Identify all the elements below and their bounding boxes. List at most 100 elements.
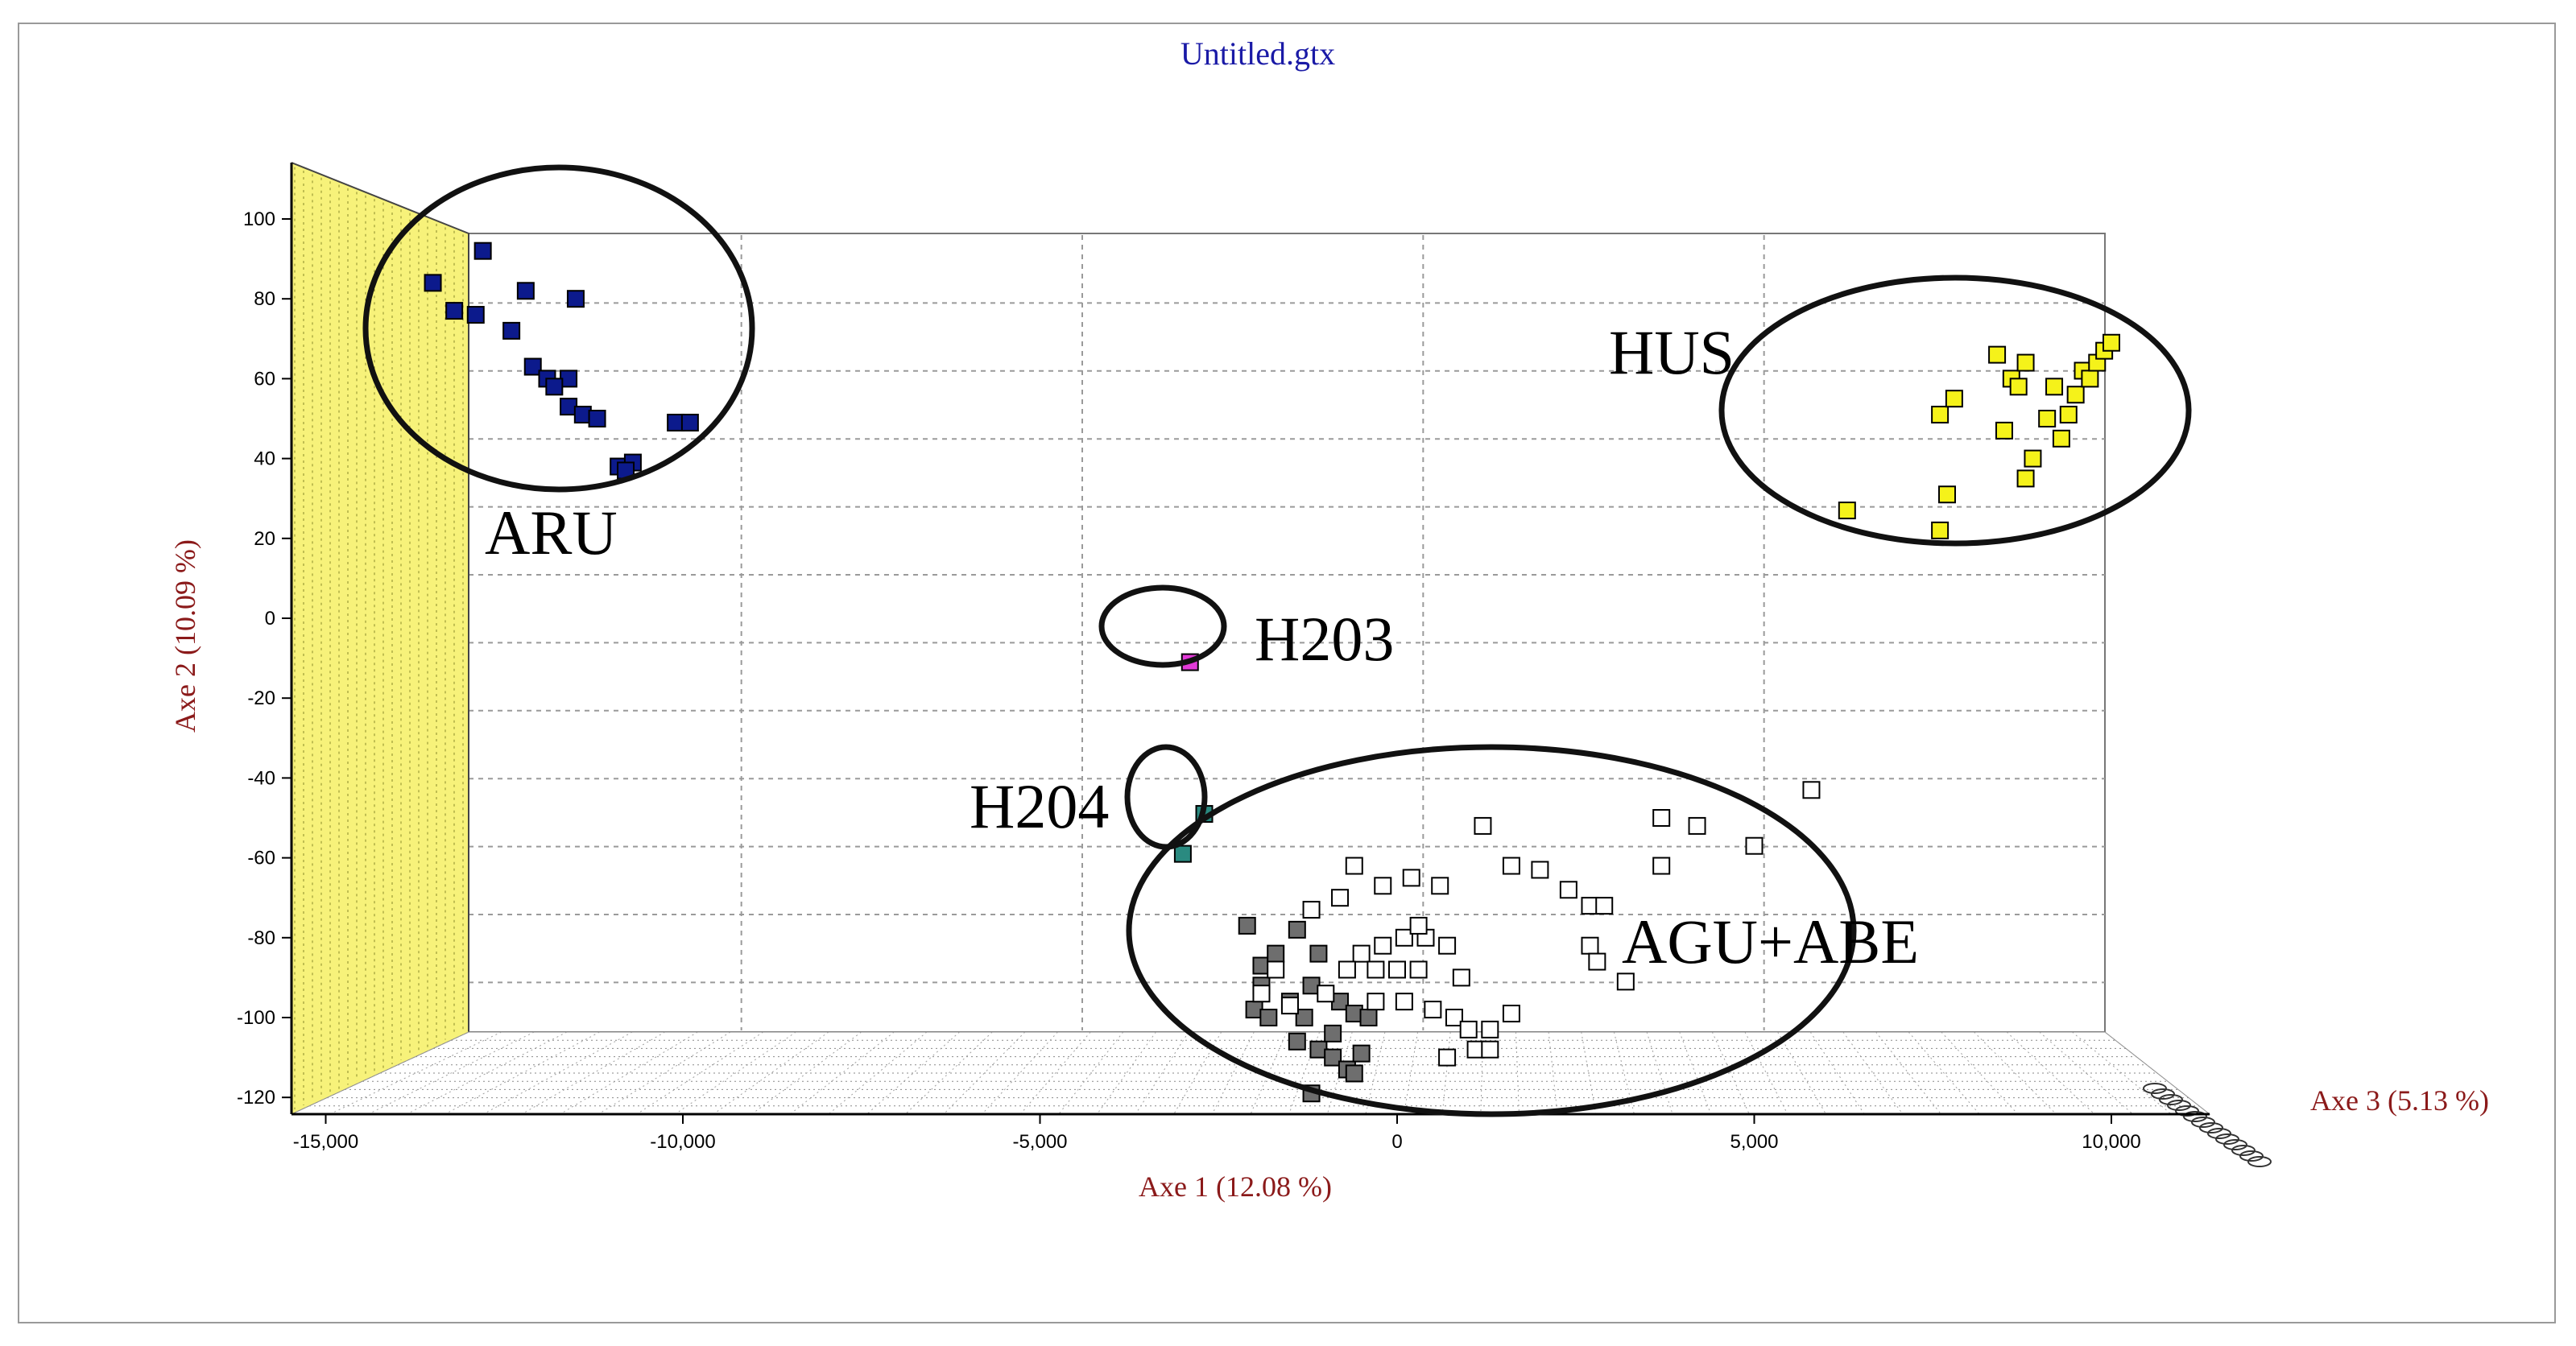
- data-point: [1345, 1064, 1363, 1083]
- data-point: [1838, 502, 1856, 520]
- y-axis-ticks: 100 80 60 40 20 0 -20 -40 -60 -80 -100 -120: [237, 209, 292, 1109]
- data-point: [588, 410, 606, 427]
- data-point: [1367, 993, 1385, 1011]
- floor-hatch-v: [1480, 1031, 1484, 1115]
- floor-hatch-v: [2039, 1031, 2134, 1115]
- data-point: [1402, 869, 1420, 887]
- data-point: [1452, 968, 1470, 987]
- data-point: [2016, 469, 2035, 488]
- data-point: [1395, 993, 1413, 1011]
- x-tick-label: -5,000: [1012, 1131, 1067, 1153]
- data-point: [1295, 1009, 1313, 1026]
- data-point: [1988, 345, 2007, 364]
- floor-hatch-v: [828, 1031, 928, 1115]
- y-tick-label: 100: [243, 209, 275, 230]
- chart-frame: Untitled.gtx 100 80 60 40 20 0 -20 -40 -60 -80 -10…: [18, 23, 2556, 1323]
- z-axis-title: Axe 3 (5.13 %): [2310, 1084, 2489, 1117]
- data-point: [1474, 816, 1492, 835]
- data-point: [680, 413, 699, 431]
- data-point: [2103, 333, 2120, 352]
- depth-tick-mark: [2175, 1105, 2199, 1117]
- floor-hatch-v: [1058, 1031, 1124, 1115]
- data-points: [424, 242, 2120, 1103]
- data-point: [1388, 960, 1406, 979]
- data-point: [1438, 936, 1457, 955]
- floor-hatch-v: [1875, 1031, 1941, 1115]
- y-tick-label: -20: [247, 687, 275, 709]
- data-point: [1173, 844, 1192, 863]
- data-point: [1352, 944, 1371, 963]
- x-tick-label: 10,000: [2082, 1131, 2140, 1153]
- depth-tick-mark: [2247, 1156, 2272, 1167]
- data-point: [1595, 897, 1614, 915]
- depth-tick-mark: [2207, 1128, 2231, 1139]
- data-point: [1309, 944, 1328, 963]
- floor-hatch-v: [1711, 1031, 1750, 1115]
- data-point: [1745, 836, 1764, 855]
- data-point: [1267, 944, 1285, 963]
- floor-hatch-v: [1744, 1031, 1788, 1115]
- data-point: [2009, 378, 2028, 396]
- left-wall: [292, 163, 469, 1114]
- floor-hatch-v: [1515, 1031, 1520, 1115]
- floor-hatch-v: [444, 1031, 600, 1115]
- data-point: [1252, 985, 1271, 1003]
- y-tick-label: -120: [237, 1087, 275, 1109]
- depth-tick-mark: [2215, 1133, 2239, 1145]
- depth-tick-mark: [2151, 1088, 2175, 1100]
- floor-hatch-v: [904, 1031, 993, 1115]
- data-point: [1367, 960, 1385, 979]
- data-point: [2038, 410, 2057, 427]
- data-point: [1945, 390, 1963, 408]
- chart-title: Untitled.gtx: [1180, 35, 1335, 72]
- data-point: [2016, 353, 2035, 372]
- data-point: [1409, 916, 1428, 935]
- group-ellipse-h204: [1124, 744, 1208, 850]
- group-ellipse-hus: [1718, 275, 2192, 547]
- data-point: [1338, 960, 1356, 979]
- data-point: [1931, 521, 1950, 539]
- floor-hatch-v: [2006, 1031, 2095, 1115]
- data-point: [1802, 781, 1821, 799]
- data-point: [1445, 1009, 1463, 1026]
- data-point: [516, 282, 535, 300]
- depth-tick-mark: [2199, 1122, 2223, 1133]
- floor-hatch-v: [1548, 1031, 1558, 1115]
- y-tick-label: -60: [247, 848, 275, 869]
- floor-hatch-v: [866, 1031, 960, 1115]
- data-point: [424, 274, 442, 292]
- data-point: [1481, 1040, 1499, 1059]
- left-wall-outline: [291, 162, 469, 1032]
- depth-tick-mark: [2239, 1150, 2264, 1162]
- group-label-h204: H204: [970, 771, 1109, 841]
- data-point: [1395, 928, 1413, 947]
- group-ellipse-h203: [1098, 584, 1227, 668]
- data-point: [1937, 485, 1956, 504]
- floor-hatch-v: [2072, 1031, 2172, 1115]
- x-axis-ticks: -15,000 -10,000 -5,000 0 5,000 10,000: [293, 1114, 2141, 1153]
- data-point: [445, 302, 464, 320]
- depth-tick-mark: [2191, 1117, 2215, 1128]
- data-point: [473, 242, 492, 260]
- y-tick-label: 40: [254, 448, 275, 470]
- data-point: [1317, 985, 1335, 1003]
- y-tick-label: -100: [237, 1007, 275, 1029]
- data-point: [1502, 857, 1520, 875]
- floor-hatch-v: [1777, 1031, 1827, 1115]
- data-point: [1267, 960, 1285, 979]
- depth-tick-mark: [2183, 1111, 2207, 1122]
- data-point: [1688, 816, 1706, 835]
- data-point: [1438, 1048, 1457, 1067]
- x-tick-label: 5,000: [1730, 1131, 1778, 1153]
- data-point: [566, 290, 585, 308]
- data-point: [545, 378, 564, 396]
- data-point: [1302, 901, 1321, 919]
- group-label-hus: HUS: [1609, 317, 1735, 387]
- data-point: [523, 357, 542, 376]
- data-point: [1931, 406, 1950, 424]
- data-point: [1424, 1001, 1442, 1019]
- x-tick-label: -10,000: [650, 1131, 715, 1153]
- x-axis-title: Axe 1 (12.08 %): [1139, 1171, 1332, 1203]
- data-point: [1374, 936, 1392, 955]
- data-point: [1531, 861, 1549, 879]
